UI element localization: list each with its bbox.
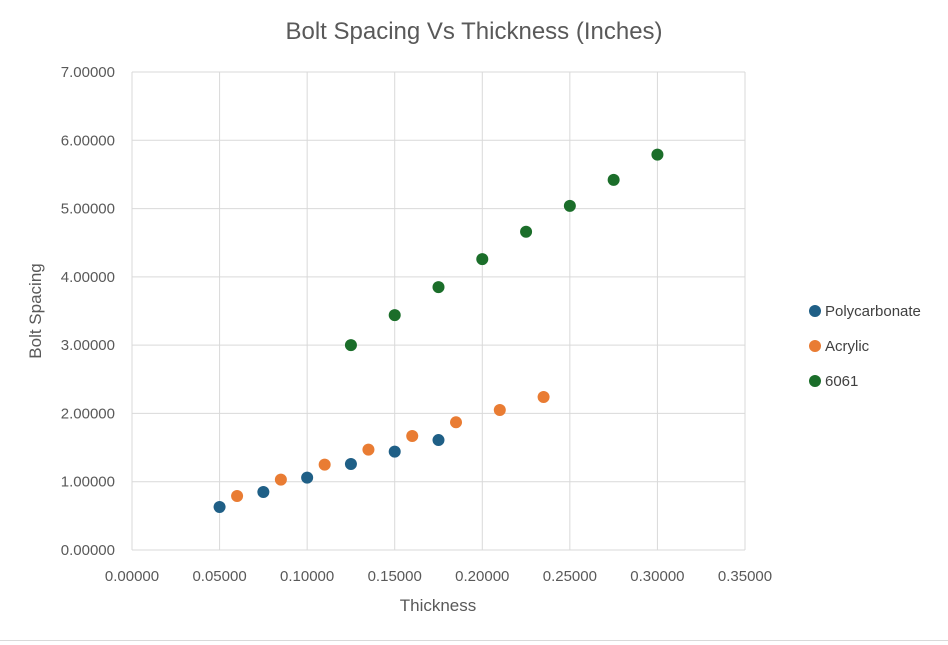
y-tick-label: 0.00000 bbox=[61, 542, 115, 559]
legend-label-6061: 6061 bbox=[825, 373, 858, 390]
point-6061 bbox=[388, 309, 401, 322]
point-acrylic bbox=[406, 429, 419, 442]
y-tick-label: 5.00000 bbox=[61, 201, 115, 218]
legend-marker-acrylic bbox=[809, 340, 821, 352]
chart-title: Bolt Spacing Vs Thickness (Inches) bbox=[285, 18, 662, 45]
y-axis-label: Bolt Spacing bbox=[26, 263, 45, 358]
x-tick-label: 0.00000 bbox=[105, 568, 159, 585]
legend-label-polycarbonate: Polycarbonate bbox=[825, 303, 921, 320]
legend-marker-6061 bbox=[809, 375, 821, 387]
point-acrylic bbox=[274, 473, 287, 486]
point-polycarbonate bbox=[432, 434, 445, 447]
x-axis-label: Thickness bbox=[400, 596, 477, 615]
point-acrylic bbox=[318, 458, 331, 471]
point-polycarbonate bbox=[301, 471, 314, 484]
point-polycarbonate bbox=[257, 485, 270, 498]
legend-marker-polycarbonate bbox=[809, 305, 821, 317]
legend: Polycarbonate Acrylic 6061 bbox=[809, 303, 921, 390]
point-polycarbonate bbox=[213, 500, 226, 513]
tick-labels: 0.00000 0.05000 0.10000 0.15000 0.20000 0.250… bbox=[61, 64, 772, 585]
y-tick-label: 2.00000 bbox=[61, 405, 115, 422]
point-polycarbonate bbox=[344, 457, 357, 470]
x-tick-label: 0.35000 bbox=[718, 568, 772, 585]
x-tick-label: 0.05000 bbox=[192, 568, 246, 585]
point-acrylic bbox=[231, 490, 244, 503]
point-6061 bbox=[651, 148, 664, 161]
y-tick-label: 4.00000 bbox=[61, 269, 115, 286]
point-6061 bbox=[476, 253, 489, 266]
point-6061 bbox=[432, 281, 445, 294]
legend-label-acrylic: Acrylic bbox=[825, 338, 870, 355]
point-6061 bbox=[344, 339, 357, 352]
y-tick-label: 7.00000 bbox=[61, 64, 115, 81]
point-6061 bbox=[607, 173, 620, 186]
x-tick-label: 0.30000 bbox=[630, 568, 684, 585]
x-tick-label: 0.20000 bbox=[455, 568, 509, 585]
x-tick-label: 0.10000 bbox=[280, 568, 334, 585]
point-acrylic bbox=[362, 443, 375, 456]
y-tick-label: 6.00000 bbox=[61, 132, 115, 149]
y-tick-label: 3.00000 bbox=[61, 337, 115, 354]
point-acrylic bbox=[537, 391, 550, 404]
point-polycarbonate bbox=[388, 445, 401, 458]
bottom-divider bbox=[0, 640, 948, 641]
x-tick-label: 0.25000 bbox=[543, 568, 597, 585]
grid-lines bbox=[131, 71, 746, 551]
y-tick-label: 1.00000 bbox=[61, 474, 115, 491]
point-acrylic bbox=[493, 404, 506, 417]
point-6061 bbox=[563, 199, 576, 212]
x-tick-label: 0.15000 bbox=[368, 568, 422, 585]
data-points bbox=[213, 148, 664, 513]
point-acrylic bbox=[450, 416, 463, 429]
point-6061 bbox=[520, 225, 533, 238]
